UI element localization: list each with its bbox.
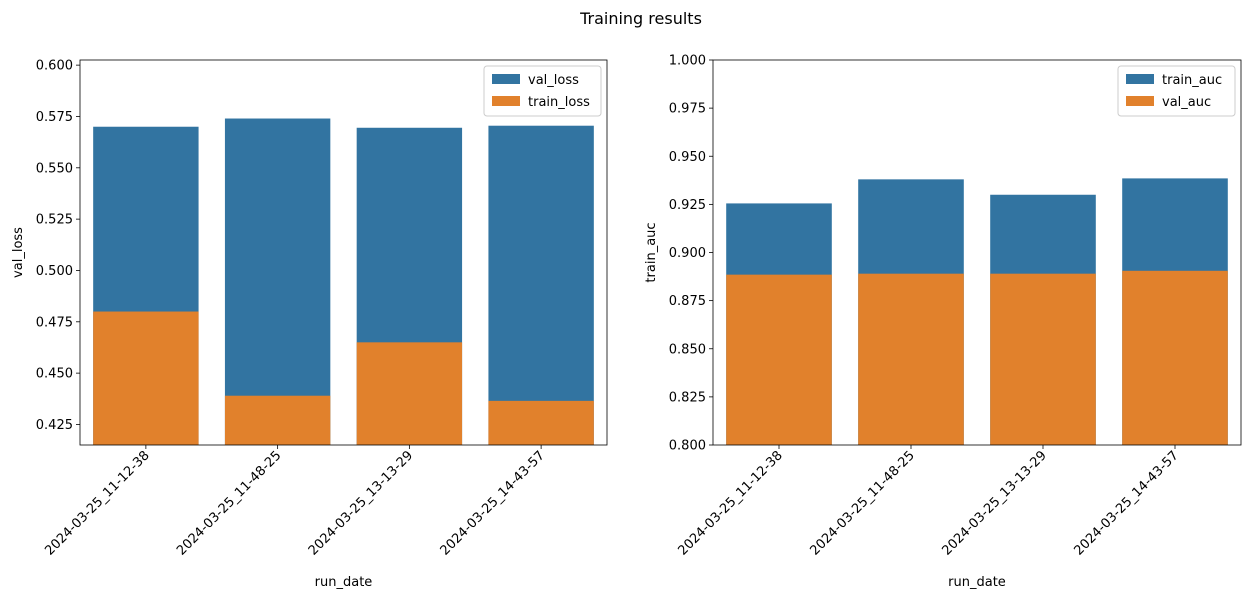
bar-val-auc-2 <box>858 273 964 445</box>
y-tick-label: 0.950 <box>669 150 706 165</box>
figure-title: Training results <box>579 9 702 28</box>
y-tick-label: 0.425 <box>36 418 73 433</box>
x-tick-label: 2024-03-25_11-48-25 <box>174 448 284 558</box>
y-tick-label: 0.575 <box>36 110 73 125</box>
legend-swatch <box>1126 96 1154 106</box>
chart-panel-2: 0.800 0.825 0.850 0.875 0.900 0.925 0.950 0.975… <box>644 54 1242 590</box>
y-tick-label: 0.500 <box>36 264 73 279</box>
x-axis-label: run_date <box>948 575 1006 590</box>
y-tick-label: 0.475 <box>36 315 73 330</box>
y-tick-label: 0.850 <box>669 342 706 357</box>
chart-panel-1: 0.425 0.450 0.475 0.500 0.525 0.550 0.575 0.600… <box>11 59 608 590</box>
legend-swatch <box>492 96 520 106</box>
y-tick-label: 0.525 <box>36 213 73 228</box>
y-tick-label: 0.875 <box>669 294 706 309</box>
legend: train_auc val_auc <box>1117 65 1236 117</box>
y-tick-label: 0.825 <box>669 390 706 405</box>
x-tick-label: 2024-03-25_11-12-38 <box>675 448 785 558</box>
bar-val-auc-1 <box>726 274 832 445</box>
legend-label: train_loss <box>528 95 590 110</box>
y-tick-label: 0.600 <box>36 59 73 74</box>
y-tick-label: 0.900 <box>669 246 706 261</box>
x-tick-label: 2024-03-25_13-13-29 <box>939 448 1049 558</box>
y-tick-label: 0.975 <box>669 102 706 117</box>
y-tick-label: 0.800 <box>669 439 706 454</box>
y-tick-label: 0.550 <box>36 161 73 176</box>
x-tick-label: 2024-03-25_14-43-57 <box>438 448 548 558</box>
y-tick-label: 0.925 <box>669 198 706 213</box>
legend: val_loss train_loss <box>483 65 602 117</box>
x-tick-label: 2024-03-25_11-12-38 <box>42 448 152 558</box>
bar-val-loss-4 <box>488 125 594 446</box>
legend-swatch <box>492 74 520 84</box>
y-tick-label: 1.000 <box>669 54 706 69</box>
legend-label: val_auc <box>1162 95 1211 110</box>
bar-train-loss-3 <box>356 342 463 445</box>
bar-val-loss-2 <box>224 118 331 446</box>
bar-val-auc-3 <box>990 273 1096 445</box>
legend-label: val_loss <box>528 73 579 88</box>
y-axis-label: val_loss <box>11 227 26 278</box>
axes-frame <box>79 59 608 446</box>
x-tick-label: 2024-03-25_14-43-57 <box>1071 448 1181 558</box>
x-tick-label: 2024-03-25_13-13-29 <box>306 448 416 558</box>
bar-train-loss-2 <box>224 395 331 445</box>
x-tick-label: 2024-03-25_11-48-25 <box>807 448 917 558</box>
y-axis-label: train_auc <box>644 222 659 282</box>
bar-train-loss-4 <box>488 400 594 445</box>
legend-label: train_auc <box>1162 73 1222 88</box>
bar-train-loss-1 <box>93 311 199 445</box>
x-axis-label: run_date <box>315 575 373 590</box>
y-tick-label: 0.450 <box>36 367 73 382</box>
legend-swatch <box>1126 74 1154 84</box>
bar-val-auc-4 <box>1122 270 1228 445</box>
